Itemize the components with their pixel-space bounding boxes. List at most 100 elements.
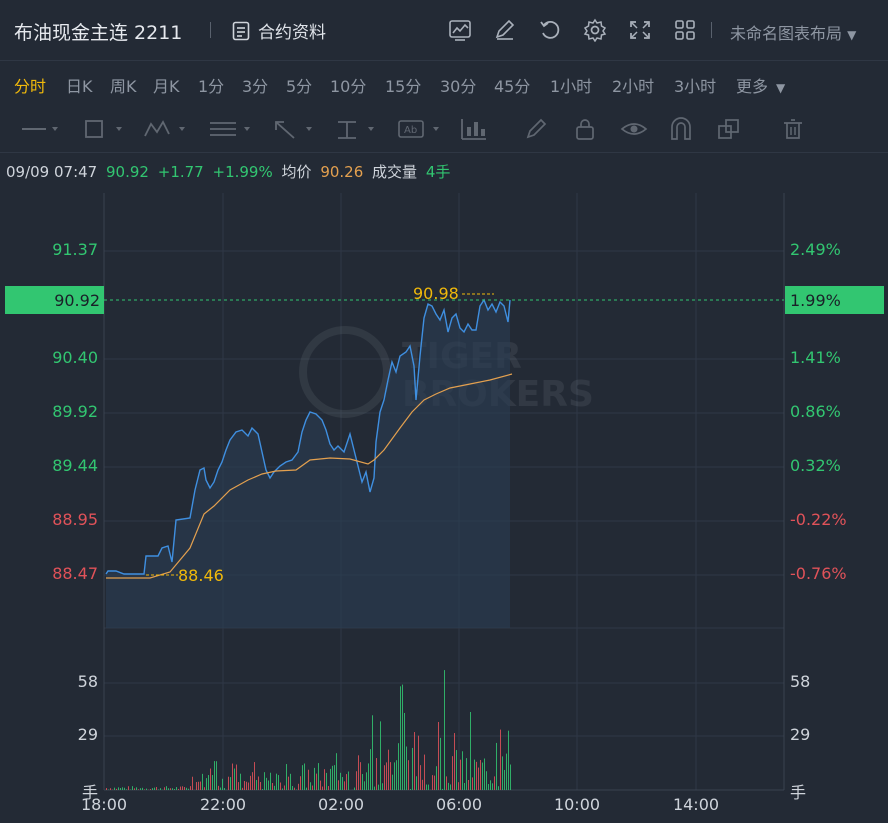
pattern-tool-icon[interactable]	[143, 116, 189, 142]
volume-bar	[310, 782, 311, 790]
interval-4[interactable]: 1分	[198, 77, 225, 96]
interval-3[interactable]: 月K	[153, 77, 180, 96]
volume-bar	[236, 764, 237, 790]
volume-bar	[180, 786, 181, 790]
eye-icon[interactable]	[620, 116, 648, 142]
volume-bar	[484, 758, 485, 790]
measure-tool-icon[interactable]	[334, 116, 378, 142]
time-tick: 22:00	[199, 795, 247, 814]
volume-bar	[480, 759, 481, 790]
volume-bar	[356, 771, 357, 790]
volume-bar	[498, 786, 499, 790]
volume-bar	[478, 767, 479, 790]
indicator-icon[interactable]	[444, 16, 476, 44]
lock-icon[interactable]	[573, 116, 597, 142]
magnet-icon[interactable]	[668, 116, 694, 142]
volume-bar	[362, 774, 363, 790]
volume-bar	[510, 764, 511, 790]
quote-info-line: 09/09 07:47 90.92 +1.77 +1.99% 均价 90.26 …	[6, 161, 454, 182]
volume-bar	[462, 751, 463, 790]
rect-tool-icon[interactable]	[82, 116, 124, 142]
volume-bar	[126, 789, 127, 790]
grid-icon[interactable]	[669, 16, 701, 44]
layout-selector[interactable]: 未命名图表布局 ▼	[730, 20, 856, 44]
volume-bar	[384, 765, 385, 790]
volume-bar	[416, 776, 417, 790]
volume-bar	[274, 785, 275, 790]
volume-bar	[468, 780, 469, 790]
info-avg-value: 90.26	[320, 163, 364, 181]
interval-12[interactable]: 2小时	[612, 77, 655, 96]
interval-9[interactable]: 30分	[440, 77, 477, 96]
chart-tool-icon[interactable]	[460, 116, 490, 142]
fib-tool-icon[interactable]	[208, 116, 254, 142]
avg-line	[106, 373, 513, 579]
volume-bar	[364, 781, 365, 790]
volume-bar	[132, 786, 133, 790]
volume-bar	[370, 749, 371, 790]
volume-bar	[414, 732, 415, 790]
volume-bar	[452, 756, 453, 790]
line-tool-icon[interactable]	[20, 116, 60, 142]
interval-13[interactable]: 3小时	[674, 77, 717, 96]
interval-5[interactable]: 3分	[242, 77, 269, 96]
undo-icon[interactable]	[534, 16, 566, 44]
volume-bar	[142, 787, 143, 790]
volume-bar	[300, 776, 301, 790]
volume-bar	[270, 772, 271, 790]
volume-bar	[240, 773, 241, 790]
current-pct-tag: 1.99%	[785, 286, 884, 314]
fullscreen-icon[interactable]	[624, 16, 656, 44]
volume-bar	[472, 777, 473, 790]
volume-bar	[266, 777, 267, 790]
current-price-tag: 90.92	[5, 286, 104, 314]
volume-bar	[420, 765, 421, 790]
gear-icon[interactable]	[579, 16, 611, 44]
interval-6[interactable]: 5分	[286, 77, 313, 96]
text-tool-icon[interactable]: Ab	[397, 116, 443, 142]
interval-10[interactable]: 45分	[494, 77, 531, 96]
volume-bar	[292, 785, 293, 790]
interval-1[interactable]: 日K	[66, 77, 93, 96]
contract-info-button[interactable]: 合约资料	[232, 18, 326, 43]
price-area	[106, 300, 510, 628]
plot-area	[104, 193, 784, 790]
volume-bar	[170, 788, 171, 790]
layout-label: 未命名图表布局	[730, 24, 843, 43]
divider	[210, 22, 211, 38]
volume-bar	[490, 780, 491, 790]
volume-bar	[446, 776, 447, 790]
volume-bar	[150, 789, 151, 790]
draw-icon[interactable]	[489, 16, 521, 44]
volume-bar	[456, 750, 457, 790]
volume-bar	[216, 761, 217, 790]
interval-2[interactable]: 周K	[110, 77, 137, 96]
info-avg-label: 均价	[281, 163, 312, 181]
volume-bar	[506, 753, 507, 790]
pct-tick-right: 0.32%	[790, 456, 841, 475]
volume-bar	[476, 761, 477, 790]
volume-bar	[330, 768, 331, 790]
volume-bar	[250, 775, 251, 790]
volume-bar	[182, 786, 183, 790]
pen-tool-icon[interactable]	[524, 116, 550, 142]
volume-bar	[328, 786, 329, 790]
volume-bar	[396, 760, 397, 790]
volume-bar	[432, 775, 433, 790]
volume-bar	[174, 788, 175, 790]
interval-11[interactable]: 1小时	[550, 77, 593, 96]
interval-7[interactable]: 10分	[330, 77, 367, 96]
price-tick-left: 89.44	[52, 456, 98, 475]
volume-bar	[388, 749, 389, 790]
volume-bar	[114, 787, 115, 790]
volume-bar	[116, 788, 117, 790]
interval-0[interactable]: 分时	[14, 77, 47, 96]
volume-bar	[196, 782, 197, 790]
arrow-tool-icon[interactable]	[272, 116, 316, 142]
copy-icon[interactable]	[716, 116, 742, 142]
interval-8[interactable]: 15分	[385, 77, 422, 96]
volume-bar	[324, 769, 325, 790]
interval-14[interactable]: 更多 ▼	[736, 77, 786, 96]
trash-icon[interactable]	[781, 116, 805, 142]
volume-bar	[304, 763, 305, 790]
